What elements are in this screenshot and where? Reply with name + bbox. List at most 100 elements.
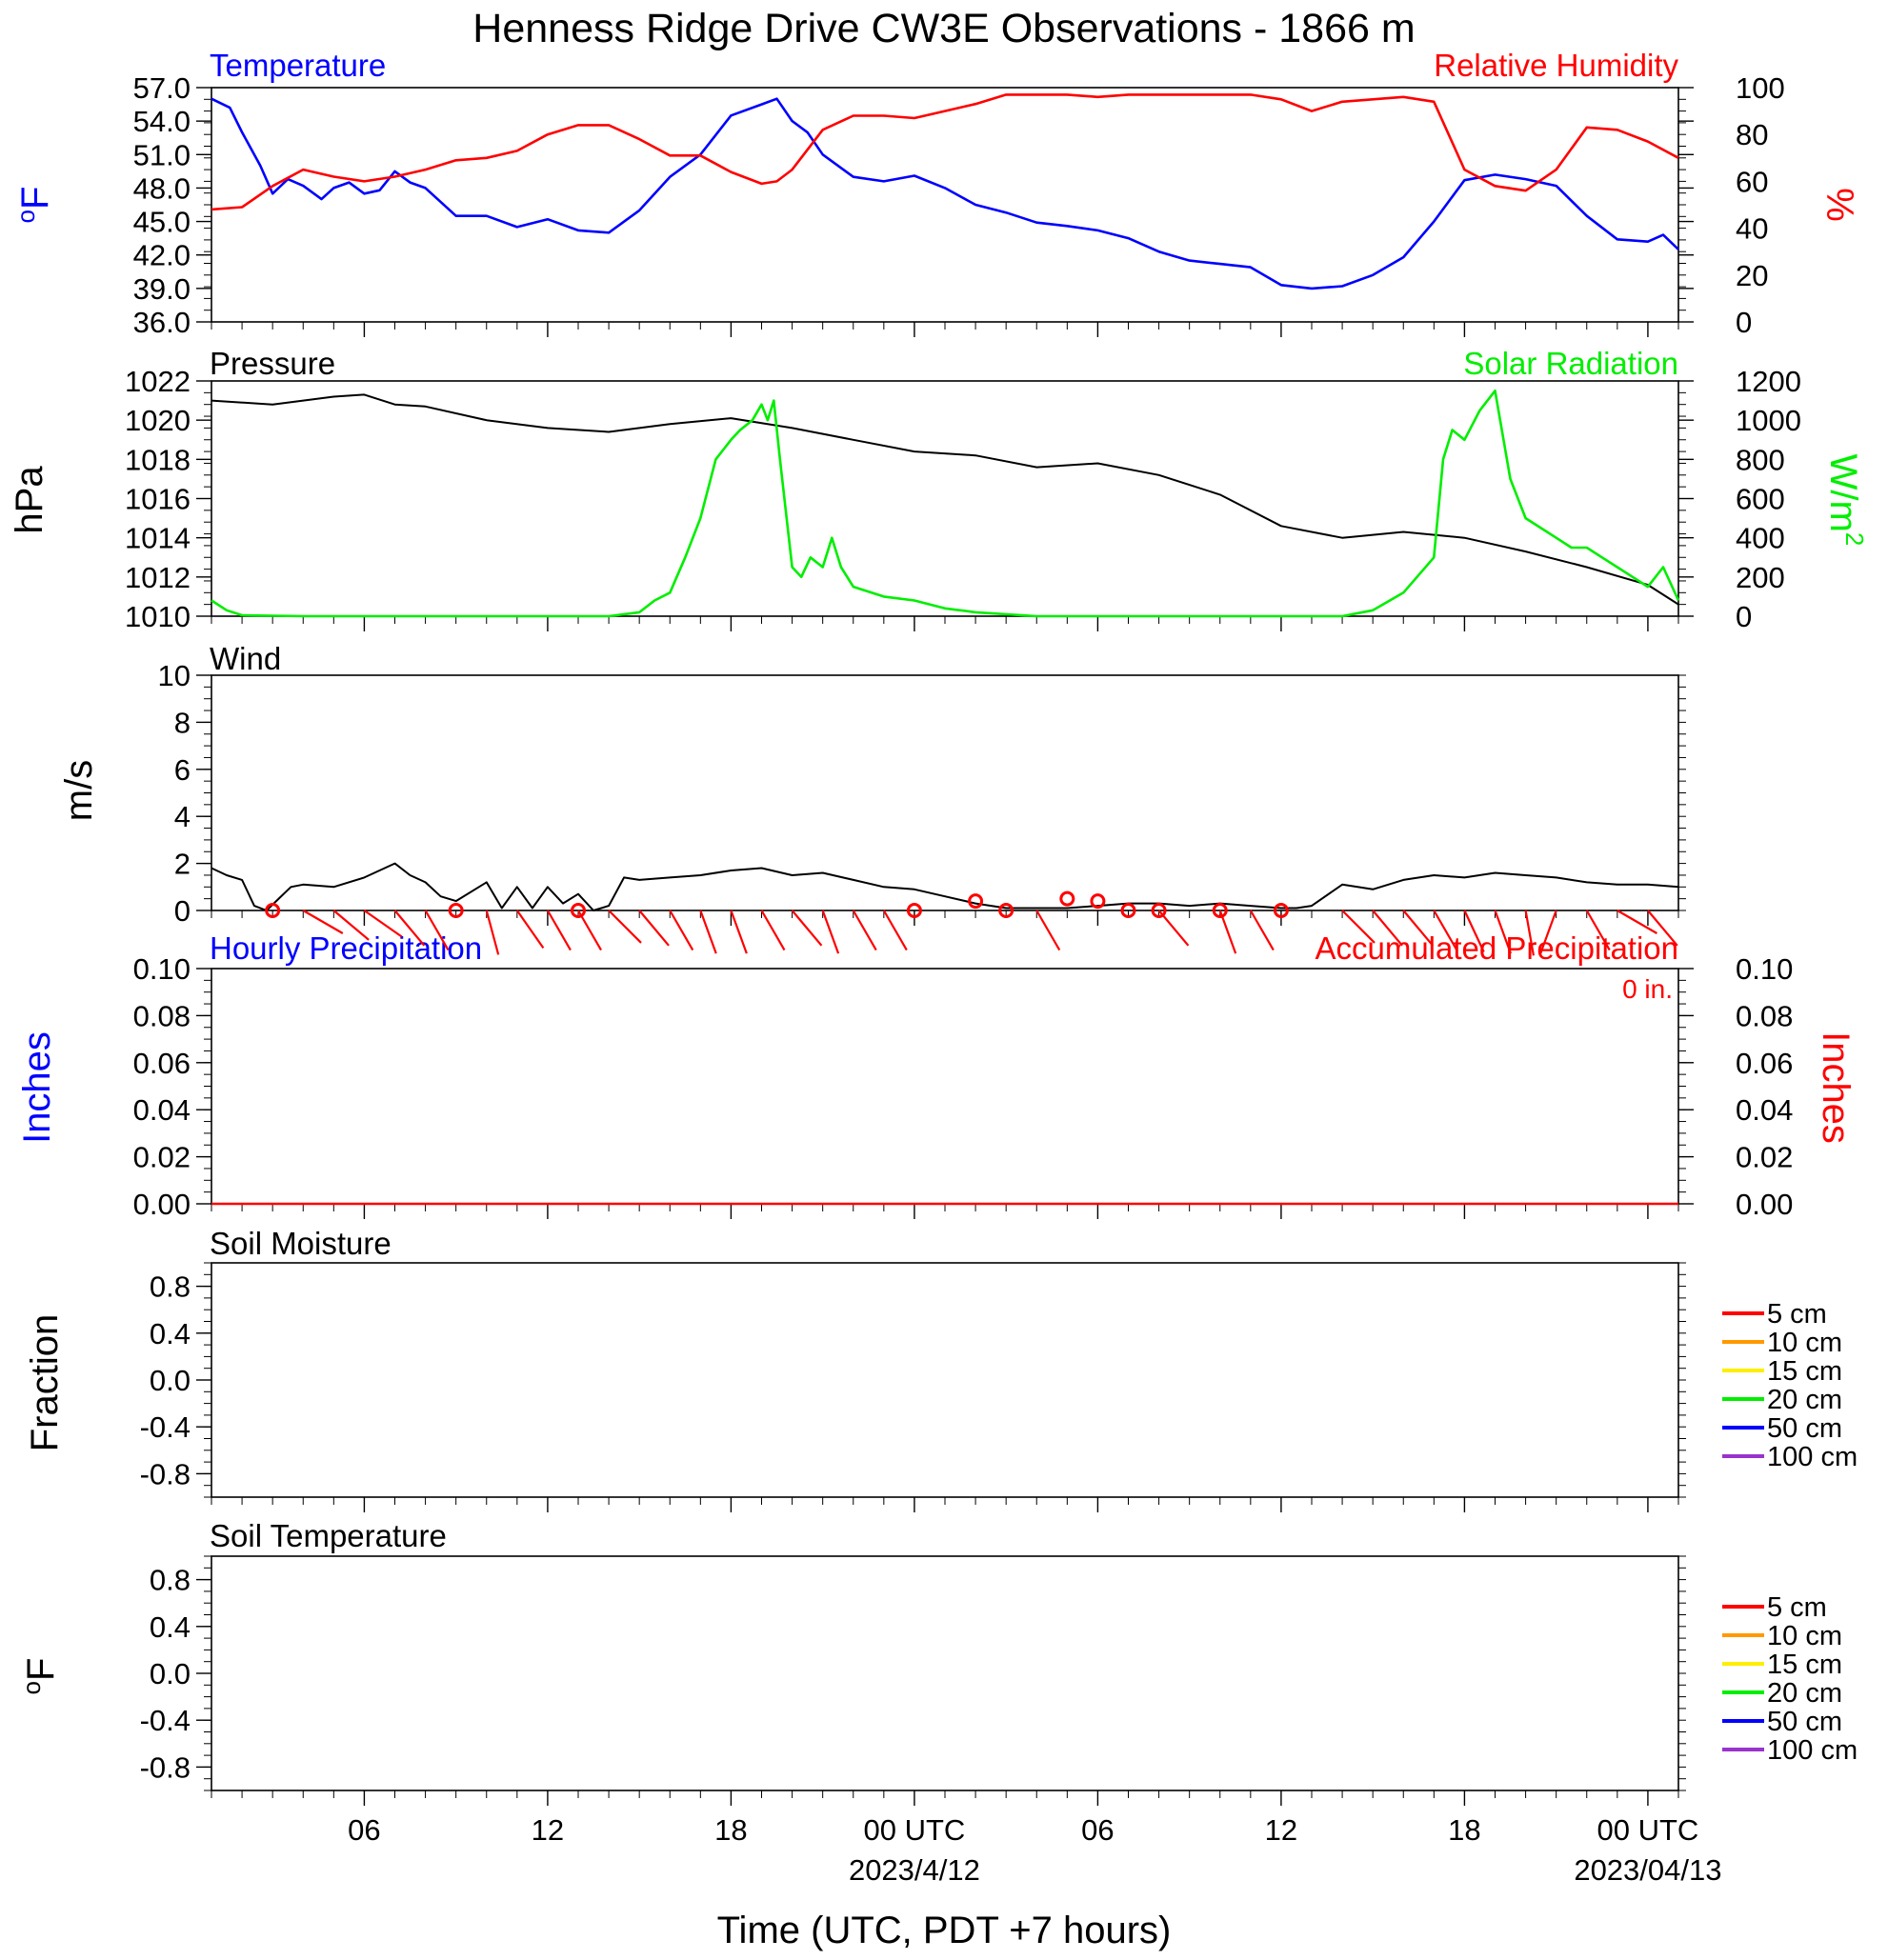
legend-label: 10 cm [1767, 1328, 1842, 1358]
y-tick-label: 0.4 [150, 1610, 191, 1644]
y-tick-label: -0.4 [140, 1704, 191, 1737]
y-tick-label: 0.02 [133, 1141, 191, 1174]
calm-wind-circle [1212, 903, 1228, 918]
panel-soil-temperature: Soil Temperature oF [17, 1518, 447, 1694]
y-right-tick-label: 0.06 [1736, 1047, 1793, 1080]
pressure-title: Pressure [210, 346, 335, 381]
x-tick-label: 18 [714, 1813, 747, 1847]
plot-frame [211, 87, 1679, 323]
y-tick-label: 42.0 [133, 239, 191, 272]
y-right-tick-label: 0.10 [1736, 952, 1793, 986]
wind-title: Wind [210, 641, 281, 676]
solar-axis-label: W/m2 [1822, 454, 1869, 547]
y-right-tick-label: 0.04 [1736, 1093, 1793, 1127]
y-tick-label: 1012 [125, 561, 191, 594]
calm-wind-circle [265, 903, 281, 918]
relative-humidity-title: Relative Humidity [1434, 48, 1678, 83]
panel-precipitation: Hourly Precipitation Accumulated Precipi… [16, 930, 1857, 1144]
series-line [211, 393, 1679, 606]
y-tick-label: 0.8 [150, 1270, 191, 1304]
wind-barb [363, 910, 403, 938]
solar-axis-sup: 2 [1840, 532, 1869, 546]
series-line [211, 97, 1679, 290]
hourly-precip-title: Hourly Precipitation [210, 930, 482, 966]
panel-temperature_rh-marks: 57.054.051.048.045.042.039.036.0 100 80 60 4… [133, 71, 1785, 339]
temperature-title: Temperature [210, 48, 386, 83]
wind-barb [760, 910, 786, 951]
y-tick-label: -0.4 [140, 1410, 191, 1444]
y-tick-label: 8 [174, 706, 191, 739]
y-tick-label: 6 [174, 753, 191, 787]
y-tick-label: 57.0 [133, 71, 191, 105]
y-right-tick-label: 200 [1736, 561, 1785, 594]
y-right-tick-label: 80 [1736, 118, 1768, 151]
panel-precipitation-marks: 0.10 0.08 0.06 0.04 0.02 0.00 0.10 0.08 0.06 0.04… [133, 952, 1794, 1221]
y-right-tick-label: 1000 [1736, 404, 1801, 437]
x-tick-label: 06 [348, 1813, 380, 1847]
y-tick-label: 0.10 [133, 952, 191, 986]
wind-barb [608, 910, 642, 944]
y-tick-label: 1010 [125, 600, 191, 633]
wind-barb [1249, 910, 1275, 951]
x-tick-label: 00 UTC [1597, 1813, 1699, 1847]
y-right-tick-label: 0 [1736, 600, 1752, 633]
wind-barb [669, 910, 694, 951]
wind-barb [515, 910, 545, 949]
wind-barb [1494, 910, 1512, 954]
accum-precip-title: Accumulated Precipitation [1315, 930, 1678, 966]
y-tick-label: -0.8 [140, 1750, 191, 1784]
calm-wind-circle [1059, 890, 1075, 907]
legend-label: 100 cm [1767, 1442, 1858, 1472]
panel-pressure-solar: Pressure Solar Radiation hPa W/m2 [9, 346, 1869, 546]
plot-frame [211, 674, 1679, 911]
series-line [211, 93, 1679, 211]
plot-frame [211, 968, 1679, 1205]
wind-barb [638, 910, 670, 947]
y-tick-label: 0.04 [133, 1093, 191, 1127]
y-tick-label: 1014 [125, 522, 191, 555]
x-axis-label: Time (UTC, PDT +7 hours) [717, 1910, 1172, 1951]
x-tick-label: 18 [1448, 1813, 1480, 1847]
calm-wind-circle [968, 893, 984, 910]
legend-label: 5 cm [1767, 1299, 1827, 1330]
rh-axis-label: % [1818, 188, 1860, 222]
wind-barb [1157, 910, 1190, 947]
y-tick-label: 0.8 [150, 1564, 191, 1597]
solar-radiation-title: Solar Radiation [1463, 346, 1678, 381]
y-tick-label: 54.0 [133, 105, 191, 138]
y-right-tick-label: 60 [1736, 165, 1768, 198]
y-right-tick-label: 100 [1736, 71, 1785, 105]
chart-marks: 57.054.051.048.045.042.039.036.010080604… [125, 71, 1858, 1887]
wind-barb [1402, 910, 1434, 947]
y-tick-label: 2 [174, 848, 191, 881]
y-tick-label: 1022 [125, 365, 191, 398]
y-tick-label: -0.8 [140, 1457, 191, 1490]
panel-wind-marks: 10 8 6 4 2 0 [158, 659, 1686, 956]
wind-barb [1035, 910, 1061, 951]
plot-frame [211, 380, 1679, 617]
wind-barb [1433, 910, 1458, 951]
legend-label: 15 cm [1767, 1650, 1842, 1680]
y-right-tick-label: 600 [1736, 483, 1785, 516]
y-tick-label: 0 [174, 894, 191, 928]
series-line [211, 862, 1679, 911]
calm-wind-circle [906, 903, 922, 918]
panel-wind: Wind m/s [58, 641, 281, 821]
soil-temperature-title: Soil Temperature [210, 1518, 447, 1553]
panel-temperature-rh: Temperature Relative Humidity oF % [11, 48, 1860, 223]
calm-wind-circle [571, 903, 586, 918]
wind-barb [1647, 910, 1678, 947]
hourly-precip-axis-label: Inches [16, 1031, 58, 1144]
y-tick-label: 0.0 [150, 1657, 191, 1690]
legend-label: 20 cm [1767, 1678, 1842, 1709]
wind-barb [730, 910, 748, 954]
wind-barb [546, 910, 572, 951]
pressure-axis-label: hPa [9, 466, 50, 534]
wind-barb [1524, 910, 1536, 956]
wind-barb [1539, 910, 1557, 954]
y-tick-label: 1018 [125, 443, 191, 476]
wind-barb [332, 910, 370, 941]
calm-wind-circle [1120, 903, 1136, 918]
